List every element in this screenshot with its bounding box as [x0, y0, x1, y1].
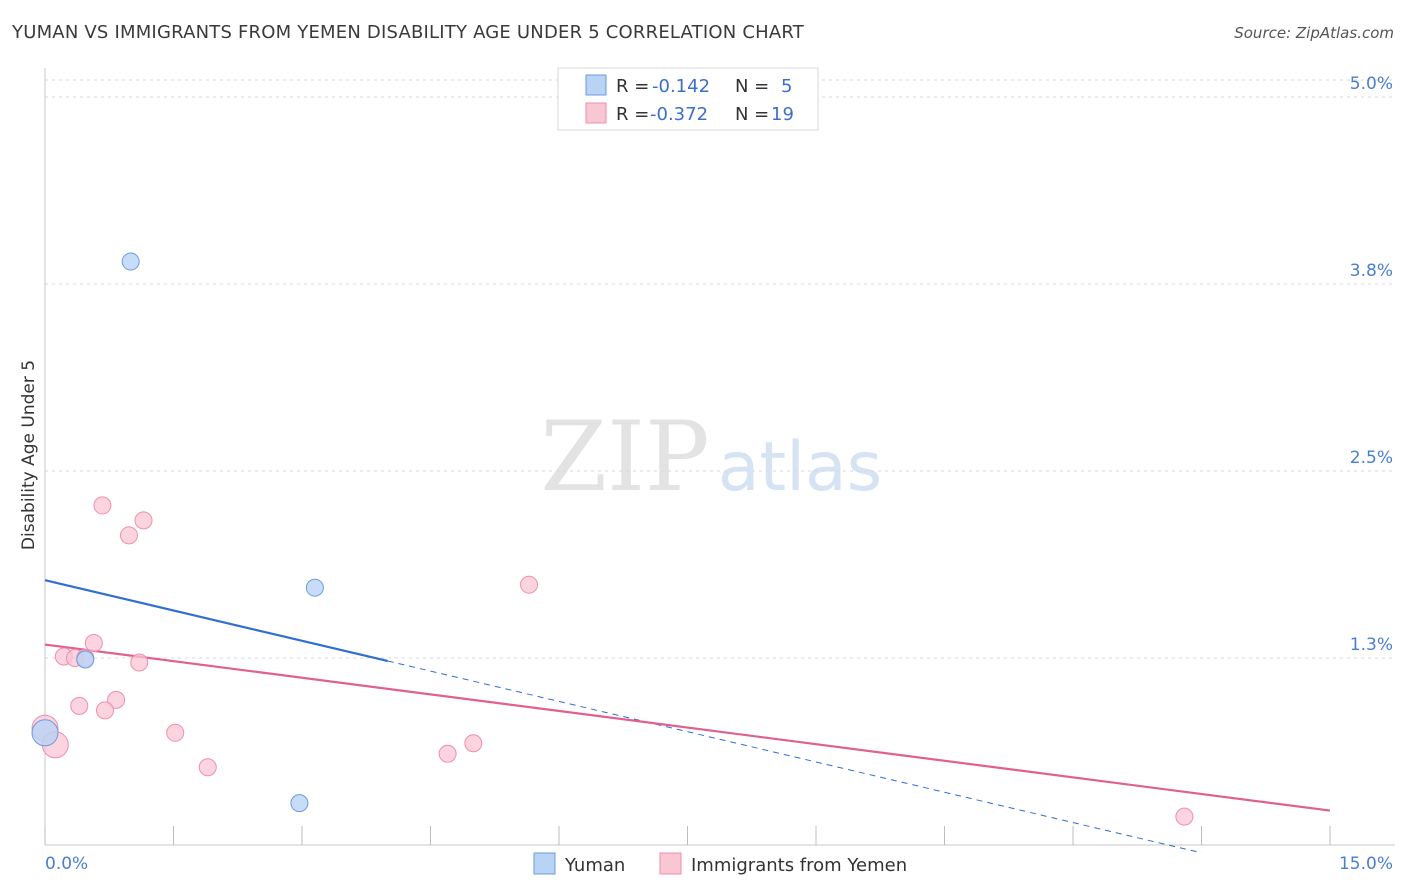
grid-lines [45, 79, 1395, 659]
point-yemen-16 [438, 744, 457, 763]
legend-swatch-yuman [585, 74, 607, 96]
legend-yemen-r-label: R = [616, 104, 649, 125]
point-yemen-2 [119, 526, 138, 545]
point-yemen-1 [134, 511, 153, 530]
data-points [31, 252, 1194, 826]
y-tick-labels: 1.3% 2.5% 3.8% 5.0% [1350, 74, 1393, 655]
y-tick-label-2: 3.8% [1350, 261, 1393, 281]
point-yemen-10 [70, 696, 89, 715]
bottom-legend: Yuman Immigrants from Yemen [533, 852, 907, 876]
legend-swatch-yemen [585, 102, 607, 124]
point-yemen-9 [107, 690, 126, 709]
point-yemen-3 [520, 575, 539, 594]
bottom-legend-swatch-yuman [533, 852, 556, 875]
trend-line-yemen [44, 643, 1331, 812]
point-yuman-1 [305, 578, 324, 597]
point-yemen-8 [130, 653, 149, 672]
point-yemen-11 [95, 701, 114, 720]
legend: R = -0.142 N = 5 R = -0.372 N = 19 [557, 67, 819, 131]
point-yuman-3 [31, 719, 59, 747]
point-yuman-0 [121, 252, 140, 271]
source-label: Source: ZipAtlas.com [1234, 24, 1394, 42]
bottom-legend-label-yemen: Immigrants from Yemen [691, 855, 907, 876]
point-yemen-4 [84, 634, 103, 653]
watermark-atlas: atlas [718, 428, 882, 507]
watermark-zip: ZIP [540, 401, 709, 513]
x-tick-label-max: 15.0% [1339, 854, 1393, 874]
x-tick-label-min: 0.0% [45, 854, 88, 874]
point-yemen-15 [464, 734, 483, 753]
chart-title: YUMAN VS IMMIGRANTS FROM YEMEN DISABILIT… [12, 22, 804, 43]
point-yemen-18 [1175, 807, 1194, 826]
trend-line-yuman-extension [387, 660, 1202, 854]
y-tick-label-0: 1.3% [1350, 635, 1393, 655]
point-yemen-13 [166, 723, 185, 742]
bottom-legend-label-yuman: Yuman [564, 855, 625, 876]
point-yuman-2 [76, 650, 95, 669]
y-axis-label: Disability Age Under 5 [19, 360, 39, 550]
legend-yemen-r-value: -0.372 [650, 104, 708, 125]
legend-yuman-n-value: 5 [781, 76, 792, 97]
trend-line-yuman [44, 579, 388, 663]
point-yuman-4 [290, 794, 309, 813]
legend-yemen-n-label: N = [735, 104, 769, 125]
y-tick-label-1: 2.5% [1350, 448, 1393, 468]
legend-yuman-n-label: N = [735, 76, 769, 97]
y-tick-label-3: 5.0% [1350, 74, 1393, 94]
bottom-legend-swatch-yemen [659, 852, 682, 875]
point-yemen-17 [198, 758, 217, 777]
legend-yuman-r-label: R = [616, 76, 649, 97]
point-yemen-0 [93, 496, 112, 515]
legend-yemen-n-value: 19 [771, 104, 794, 125]
trend-lines [44, 579, 1331, 854]
legend-yuman-r-value: -0.142 [652, 76, 710, 97]
